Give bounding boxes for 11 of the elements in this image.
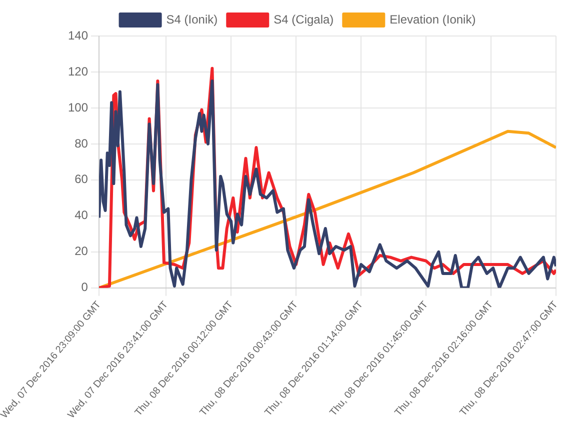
legend-label: S4 (Ionik) bbox=[166, 12, 218, 26]
y-tick-label: 80 bbox=[74, 136, 88, 150]
legend-label: Elevation (Ionik) bbox=[390, 12, 476, 26]
y-tick-label: 0 bbox=[81, 280, 88, 294]
y-tick-label: 120 bbox=[68, 64, 88, 78]
legend-label: S4 (Cigala) bbox=[274, 12, 334, 26]
y-tick-label: 40 bbox=[74, 208, 88, 222]
y-tick-label: 100 bbox=[68, 100, 88, 114]
y-tick-label: 140 bbox=[68, 28, 88, 42]
y-tick-label: 60 bbox=[74, 172, 88, 186]
y-tick-label: 20 bbox=[74, 244, 88, 258]
